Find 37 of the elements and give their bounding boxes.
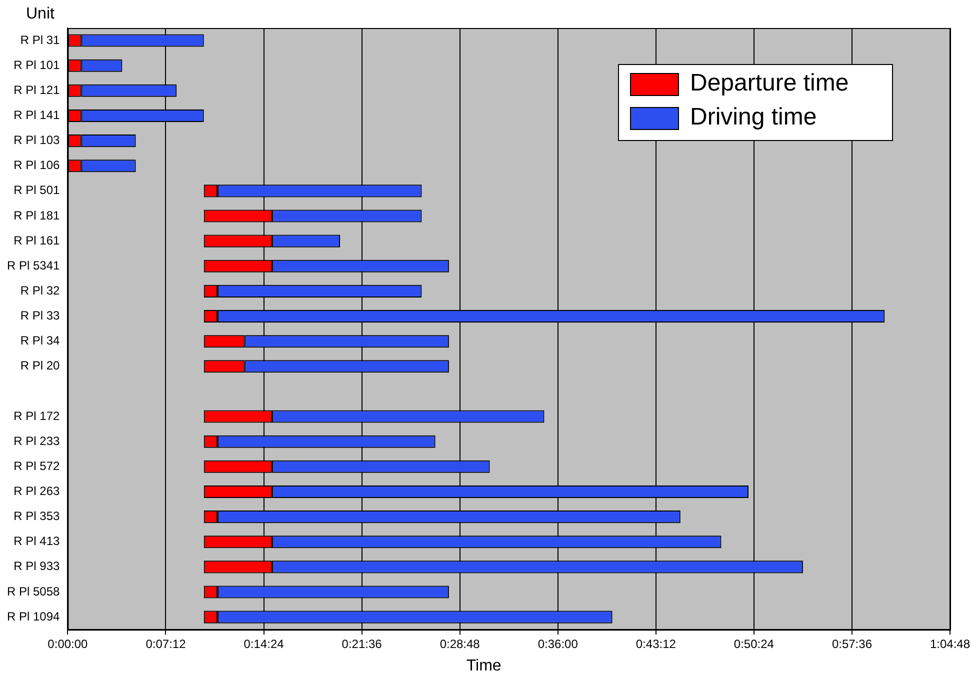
y-tick-label: R Pl 20 xyxy=(20,358,60,373)
x-tick-label: 0:14:24 xyxy=(244,637,284,652)
y-tick-label: R Pl 181 xyxy=(14,208,60,222)
y-tick-label: R Pl 161 xyxy=(14,233,60,248)
y-tick-label: R Pl 501 xyxy=(14,183,60,198)
y-tick-label: R Pl 413 xyxy=(14,534,60,548)
y-tick-label: R Pl 933 xyxy=(14,559,60,574)
y-tick-label: R Pl 34 xyxy=(20,334,60,348)
y-axis-title: Unit xyxy=(26,5,56,22)
y-tick-label: R Pl 572 xyxy=(14,458,60,473)
y-tick-label: R Pl 106 xyxy=(14,158,60,172)
y-tick-label: R Pl 101 xyxy=(14,58,60,72)
y-tick-label: R Pl 141 xyxy=(14,108,60,122)
y-tick-label: R Pl 33 xyxy=(20,308,60,323)
y-tick-label: R Pl 5058 xyxy=(6,584,60,598)
x-tick-label: 1:04:48 xyxy=(930,637,970,652)
x-tick-label: 0:50:24 xyxy=(734,637,774,652)
y-tick-label: R Pl 103 xyxy=(14,133,60,148)
x-tick-label: 0:21:36 xyxy=(342,637,382,652)
y-tick-label: R Pl 5341 xyxy=(6,258,60,272)
x-tick-label: 0:57:36 xyxy=(832,637,872,652)
y-tick-label: R Pl 31 xyxy=(20,32,60,47)
y-tick-label: R Pl 32 xyxy=(20,284,60,298)
x-tick-label: 0:07:12 xyxy=(146,637,186,652)
x-tick-label: 0:28:48 xyxy=(440,637,480,652)
y-tick-label: R Pl 121 xyxy=(14,82,60,97)
legend-label: Departure time xyxy=(690,70,849,97)
legend-label: Driving time xyxy=(690,104,817,131)
y-tick-label: R Pl 263 xyxy=(14,484,60,498)
x-tick-label: 0:00:00 xyxy=(48,637,88,652)
y-tick-label: R Pl 233 xyxy=(14,434,60,448)
y-tick-label: R Pl 353 xyxy=(14,509,60,524)
y-tick-label: R Pl 1094 xyxy=(6,609,60,624)
x-axis-title: Time xyxy=(466,657,502,674)
x-tick-label: 0:43:12 xyxy=(636,637,676,652)
y-tick-label: R Pl 172 xyxy=(14,408,60,423)
x-tick-label: 0:36:00 xyxy=(538,637,578,652)
